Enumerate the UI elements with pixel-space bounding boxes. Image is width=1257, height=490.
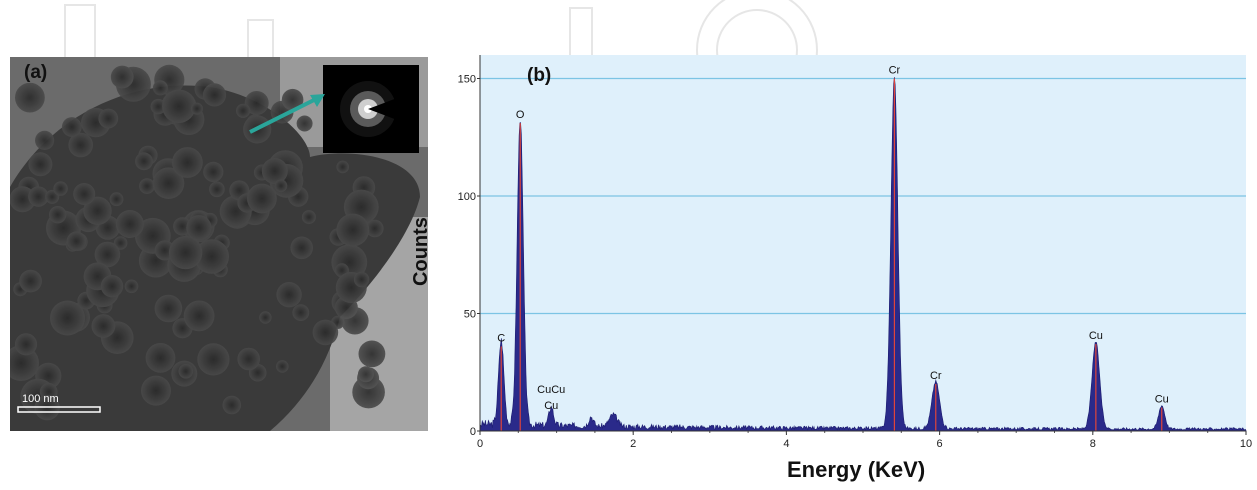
particle [100,275,124,298]
particle [162,89,196,123]
particle [98,108,119,129]
particle [15,82,45,113]
y-tick-label: 100 [458,191,476,203]
particle [154,294,183,323]
particle [19,269,42,293]
particle [281,88,304,111]
particle [91,314,116,338]
particle [168,235,203,270]
scale-bar-label: 100 nm [22,393,59,405]
x-tick-label: 2 [630,438,636,450]
x-tick-label: 0 [477,438,483,450]
peak-label: CuCu [537,384,565,396]
particle [109,192,124,207]
particle [209,181,225,198]
particle [336,213,370,247]
x-tick-label: 6 [937,438,943,450]
panel-a-label: (a) [24,62,48,83]
particle [83,196,112,225]
particle [115,210,144,238]
y-tick-label: 0 [470,426,476,438]
particle [178,364,194,379]
particle [35,130,55,150]
x-axis-label: Energy (KeV) [787,457,926,482]
particle [202,83,227,107]
particle [172,147,203,178]
particle [61,117,82,137]
particle [292,304,310,321]
particle [110,65,134,89]
particle [194,239,229,274]
tem-texture [10,57,428,431]
y-tick-label: 150 [458,74,476,86]
particle [336,160,350,174]
particle [276,282,302,308]
particle [222,395,242,415]
spectrum-area [479,77,1247,432]
particle [66,231,87,251]
particle [203,161,224,182]
particle [197,343,230,376]
particle [49,206,67,224]
particle [236,103,251,118]
particle [145,343,176,373]
panel-b-label: (b) [527,65,552,86]
y-tick-label: 50 [464,309,476,321]
peak-label: C [497,332,505,344]
peak-label: Cu [1089,330,1103,342]
tem-micrograph [10,57,428,431]
particle [259,311,272,324]
particle [244,91,269,115]
particle [94,241,121,268]
particle [276,360,289,373]
particle [296,115,313,132]
particle [53,181,68,196]
particle [124,279,139,294]
peak-label: O [516,109,525,121]
particle [312,319,339,346]
particle [274,179,288,193]
eds-spectrum: 0 50 100 150 0 2 4 6 8 10 C O CuCu Cu Cr Cr Cu Cu [418,55,1257,473]
particle [366,219,384,238]
particle [358,340,386,368]
particle [73,183,96,205]
particle [290,236,314,260]
particle [139,178,155,194]
particle [135,152,153,171]
particle [261,158,288,184]
particle [50,300,85,336]
particle [10,345,39,381]
particle [186,215,212,241]
particle [14,333,38,356]
peak-label: Cu [544,400,558,412]
x-tick-label: 10 [1240,438,1252,450]
plot-background [480,55,1246,431]
peak-label: Cr [889,65,901,77]
y-axis-label: Counts [409,217,432,286]
particle [190,102,203,115]
particle [68,132,93,158]
x-tick-label: 8 [1090,438,1096,450]
particle [28,186,49,207]
particle [247,183,277,214]
particle [150,98,166,115]
particle [152,80,168,96]
particle [141,375,171,406]
particle [357,366,374,383]
peak-label: Cr [930,370,942,382]
particle [237,347,260,371]
particle [152,167,185,199]
peak-label: Cu [1155,394,1169,406]
particle [301,210,316,225]
particle [28,152,53,177]
particle [353,271,370,288]
particle [183,300,215,332]
x-tick-label: 4 [783,438,789,450]
